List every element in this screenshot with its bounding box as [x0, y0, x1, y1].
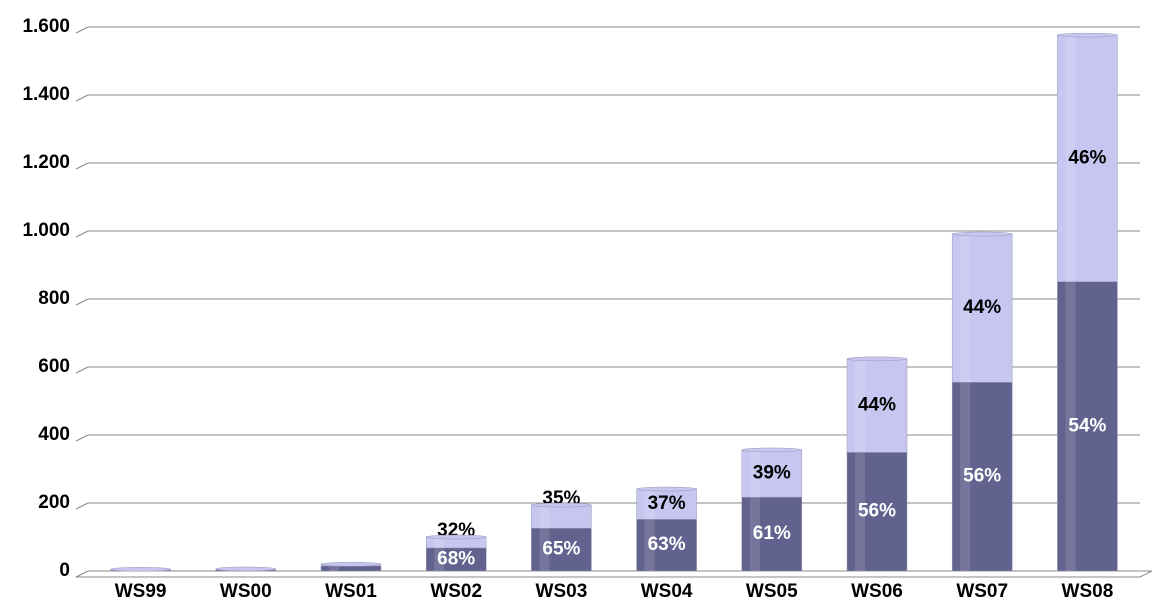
- bar-cap: [110, 567, 171, 572]
- grid-tick: [75, 94, 89, 102]
- segment-label: 44%: [963, 297, 1001, 318]
- bar-cap: [636, 486, 697, 492]
- bar-segment: [951, 382, 1013, 572]
- grid-tick: [75, 570, 89, 578]
- bar-highlight: [749, 449, 760, 498]
- segment-label: 61%: [753, 523, 791, 544]
- bar-cap: [951, 231, 1013, 237]
- segment-label: 39%: [753, 463, 791, 484]
- segment-label: 56%: [858, 501, 896, 522]
- x-tick-label: WS06: [851, 581, 903, 602]
- x-tick-label: WS99: [115, 581, 167, 602]
- bar-highlight: [539, 505, 550, 529]
- segment-label: 37%: [648, 493, 686, 514]
- segment-label: 56%: [963, 466, 1001, 487]
- bar-segment: [741, 496, 803, 572]
- y-tick-label: 0: [59, 560, 70, 581]
- bar-segment: [636, 519, 697, 572]
- x-axis-depth: [1139, 570, 1153, 578]
- y-tick-label: 1.400: [22, 84, 70, 105]
- x-tick-label: WS00: [220, 581, 272, 602]
- bar-cap: [846, 356, 908, 362]
- grid-tick: [75, 230, 89, 238]
- y-tick-label: 1.600: [22, 16, 70, 37]
- segment-label: 44%: [858, 395, 896, 416]
- segment-label: 68%: [437, 548, 475, 569]
- x-tick-label: WS02: [430, 581, 482, 602]
- bar-cap: [425, 534, 487, 540]
- bar-highlight: [960, 382, 971, 571]
- grid-tick: [75, 298, 89, 306]
- x-tick-label: WS07: [956, 581, 1008, 602]
- y-tick-label: 1.000: [22, 220, 70, 241]
- bar-highlight: [434, 547, 445, 571]
- grid-tick: [75, 502, 89, 510]
- x-tick-label: WS05: [746, 581, 798, 602]
- segment-label: 63%: [648, 534, 686, 555]
- bar-cap: [1057, 32, 1118, 38]
- grid-tick: [75, 366, 89, 374]
- bar-highlight: [1065, 35, 1076, 282]
- bar-highlight: [434, 537, 445, 548]
- x-tick-label: WS03: [536, 581, 588, 602]
- bar-cap: [215, 566, 277, 572]
- grid-tick: [75, 26, 89, 34]
- bar-segment: [951, 233, 1013, 383]
- bar-highlight: [855, 452, 865, 571]
- bar-highlight: [329, 565, 339, 571]
- segment-label: 54%: [1068, 415, 1106, 436]
- bar-highlight: [1065, 281, 1076, 571]
- bar-highlight: [539, 528, 550, 571]
- y-tick-label: 800: [38, 288, 70, 309]
- grid-tick: [75, 162, 89, 170]
- bar-highlight: [749, 497, 760, 571]
- grid-tick: [75, 434, 89, 442]
- segment-label: 46%: [1068, 147, 1106, 168]
- y-tick-label: 200: [38, 492, 70, 513]
- bar-segment: [846, 358, 908, 453]
- bar-highlight: [960, 234, 971, 383]
- bar-cap: [531, 502, 592, 508]
- bar-highlight: [855, 358, 865, 453]
- bar-segment: [741, 449, 803, 498]
- x-tick-label: WS08: [1062, 581, 1114, 602]
- bar-segment: [1057, 34, 1118, 282]
- bar-cap: [741, 447, 803, 453]
- bar-highlight: [644, 489, 655, 520]
- y-tick-label: 400: [38, 424, 70, 445]
- bar-segment: [636, 488, 697, 520]
- bar-highlight: [644, 519, 655, 571]
- bar-segment: [1057, 281, 1118, 572]
- y-tick-label: 600: [38, 356, 70, 377]
- bar-cap: [320, 561, 382, 567]
- bar-segment: [846, 452, 908, 572]
- segment-label: 65%: [542, 539, 580, 560]
- x-tick-label: WS01: [325, 581, 377, 602]
- y-tick-label: 1.200: [22, 152, 70, 173]
- x-tick-label: WS04: [641, 581, 693, 602]
